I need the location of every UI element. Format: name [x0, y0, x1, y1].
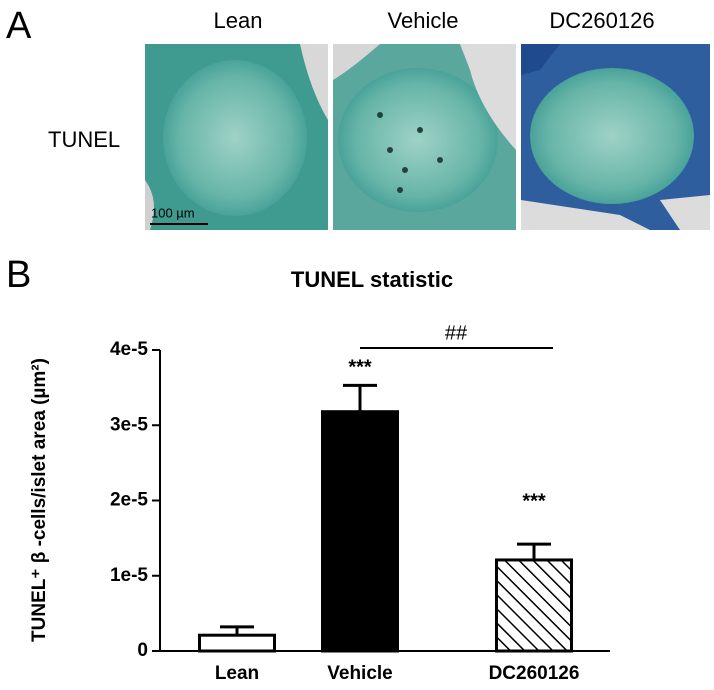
- x-tick-label: Lean: [215, 663, 259, 684]
- panel-label: B: [6, 254, 31, 296]
- scale-bar-label: 100 µm: [151, 205, 195, 220]
- significance: ##: [445, 322, 468, 344]
- y-tick-label: 2e-5: [110, 490, 148, 511]
- x-tick-label: Vehicle: [327, 663, 393, 684]
- panel-label: A: [6, 5, 32, 47]
- column-label: DC260126: [549, 8, 654, 33]
- y-tick-label: 3e-5: [110, 414, 148, 435]
- x-tick-label: DC260126: [489, 663, 580, 684]
- bar: [321, 410, 399, 653]
- column-label: Lean: [214, 8, 263, 33]
- bar: [198, 633, 276, 653]
- y-tick-label: 4e-5: [110, 339, 148, 360]
- y-axis-label: TUNEL⁺ β -cells/islet area (µm²): [29, 358, 50, 642]
- micrograph: [521, 44, 710, 230]
- plot: 0 1e-5 2e-5 3e-5 4e-5 Lean Vehicle DC260126 *** *…: [110, 322, 610, 684]
- micrograph: [145, 44, 328, 230]
- chart-title: TUNEL statistic: [291, 267, 453, 292]
- y-tick-label: 1e-5: [110, 565, 148, 586]
- y-tick-label: 0: [137, 640, 148, 661]
- bar: [495, 558, 573, 653]
- column-label: Vehicle: [388, 8, 459, 33]
- significance: ***: [522, 490, 546, 512]
- significance: ***: [348, 357, 372, 379]
- micrograph: [333, 44, 516, 230]
- row-label: TUNEL: [48, 127, 120, 152]
